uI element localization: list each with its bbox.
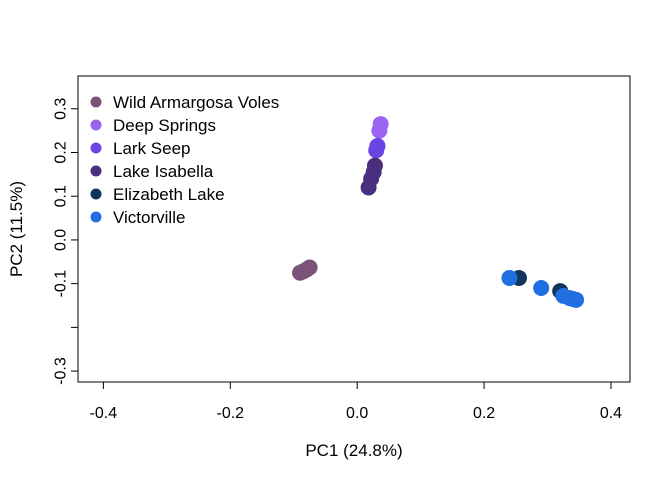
y-axis-label: PC2 (11.5%) bbox=[7, 181, 26, 277]
y-tick-label: 0.0 bbox=[53, 229, 70, 251]
y-tick-label: 0.2 bbox=[53, 141, 70, 163]
legend-marker bbox=[90, 96, 102, 108]
legend-label: Lark Seep bbox=[113, 139, 191, 158]
data-point bbox=[568, 291, 585, 308]
legend-marker bbox=[90, 165, 102, 177]
data-point bbox=[501, 269, 518, 286]
x-tick-label: -0.4 bbox=[90, 405, 118, 422]
y-tick-label: 0.1 bbox=[53, 185, 70, 207]
points-layer bbox=[292, 116, 585, 308]
y-axis: -0.3 -0.1 0.0 0.1 0.2 0.3 bbox=[53, 98, 79, 385]
x-tick-label: -0.2 bbox=[216, 405, 244, 422]
legend-label: Deep Springs bbox=[113, 116, 216, 135]
data-point bbox=[360, 179, 377, 196]
legend-marker bbox=[90, 188, 102, 200]
legend-marker bbox=[90, 142, 102, 154]
data-point bbox=[371, 122, 388, 139]
x-tick-label: 0.4 bbox=[600, 405, 622, 422]
legend-marker bbox=[90, 211, 102, 223]
data-point bbox=[301, 259, 318, 276]
y-tick-label: -0.3 bbox=[53, 357, 70, 385]
x-tick-label: 0.2 bbox=[473, 405, 495, 422]
x-tick-label: 0.0 bbox=[346, 405, 368, 422]
legend-label: Elizabeth Lake bbox=[113, 185, 225, 204]
legend-label: Lake Isabella bbox=[113, 162, 214, 181]
legend-marker bbox=[90, 119, 102, 131]
y-tick-label: 0.3 bbox=[53, 98, 70, 120]
y-tick-label: -0.1 bbox=[53, 270, 70, 298]
legend-label: Victorville bbox=[113, 208, 185, 227]
data-point bbox=[533, 280, 550, 297]
x-axis-label: PC1 (24.8%) bbox=[305, 441, 402, 460]
x-axis: -0.4 -0.2 0.0 0.2 0.4 bbox=[90, 381, 622, 422]
data-point bbox=[368, 142, 385, 159]
legend: Wild Armargosa Voles Deep Springs Lark See… bbox=[90, 93, 279, 227]
legend-label: Wild Armargosa Voles bbox=[113, 93, 279, 112]
